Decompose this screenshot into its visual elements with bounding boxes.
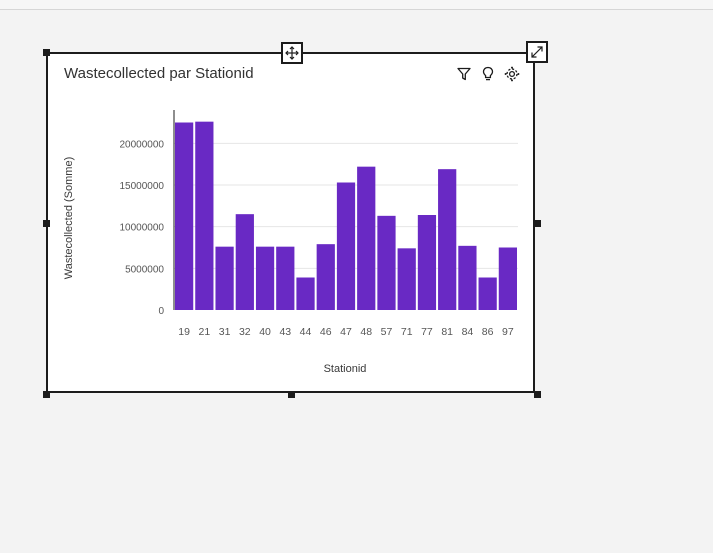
x-tick-label: 48 [360,326,372,338]
y-tick-label: 5000000 [125,264,164,275]
x-tick-label: 57 [381,326,393,338]
filter-icon[interactable] [455,65,473,83]
move-icon [285,46,299,60]
y-tick-label: 15000000 [120,181,165,192]
x-tick-label: 19 [178,326,190,338]
y-tick-labels: 0 5000000 10000000 15000000 20000000 [120,139,165,317]
bar-chart: 0 5000000 10000000 15000000 20000000 19 21 31 3… [63,110,518,375]
widget-title: Wastecollected par Stationid [64,65,254,82]
x-tick-labels: 19 21 31 32 40 43 44 46 47 48 57 71 77 81 84 86 97 [178,326,514,338]
filter-icon-graphic [457,67,471,81]
settings-icon-graphic [504,66,520,82]
expand-icon [531,46,543,58]
bar-21[interactable] [195,121,214,311]
x-tick-label: 31 [219,326,231,338]
x-tick-label: 43 [279,326,291,338]
lightbulb-icon-graphic [482,66,494,81]
x-tick-label: 40 [259,326,271,338]
x-tick-label: 32 [239,326,251,338]
bar-44[interactable] [296,277,315,311]
bar-31[interactable] [215,246,234,310]
x-tick-label: 97 [502,326,514,338]
expand-button[interactable] [526,41,548,63]
settings-icon[interactable] [503,65,521,83]
x-tick-label: 46 [320,326,332,338]
bar-19[interactable] [175,122,194,311]
x-tick-label: 44 [300,326,312,338]
x-axis-title: Stationid [324,363,367,375]
chart-widget[interactable]: Wastecollected par Stationid 0 5000000 100… [46,52,535,393]
bar-97[interactable] [498,247,517,311]
bar-46[interactable] [316,244,335,310]
resize-handle-top-left[interactable] [43,49,50,56]
x-tick-label: 71 [401,326,413,338]
move-button[interactable] [281,42,303,64]
y-axis-title: Wastecollected (Somme) [63,157,75,279]
x-tick-label: 21 [199,326,211,338]
y-tick-label: 10000000 [120,223,165,234]
resize-handle-bottom-right[interactable] [534,391,541,398]
bar-86[interactable] [478,277,497,311]
resize-handle-left[interactable] [43,220,50,227]
x-tick-label: 47 [340,326,352,338]
x-tick-label: 84 [462,326,474,338]
bar-47[interactable] [336,182,356,311]
bar-84[interactable] [458,245,477,310]
top-bar [0,0,713,10]
bar-77[interactable] [417,215,437,310]
bar-32[interactable] [235,214,254,310]
bars [175,121,517,311]
y-tick-label: 0 [158,306,164,317]
bar-40[interactable] [255,246,275,310]
y-tick-label: 20000000 [120,139,165,150]
x-tick-label: 77 [421,326,433,338]
bar-48[interactable] [357,166,376,310]
resize-handle-bottom[interactable] [288,391,295,398]
lightbulb-icon[interactable] [479,65,497,83]
x-tick-label: 86 [482,326,494,338]
bar-81[interactable] [438,169,457,310]
resize-handle-right[interactable] [534,220,541,227]
x-tick-label: 81 [441,326,453,338]
resize-handle-bottom-left[interactable] [43,391,50,398]
bar-71[interactable] [397,248,416,310]
bar-57[interactable] [377,215,396,310]
bar-43[interactable] [276,246,295,310]
